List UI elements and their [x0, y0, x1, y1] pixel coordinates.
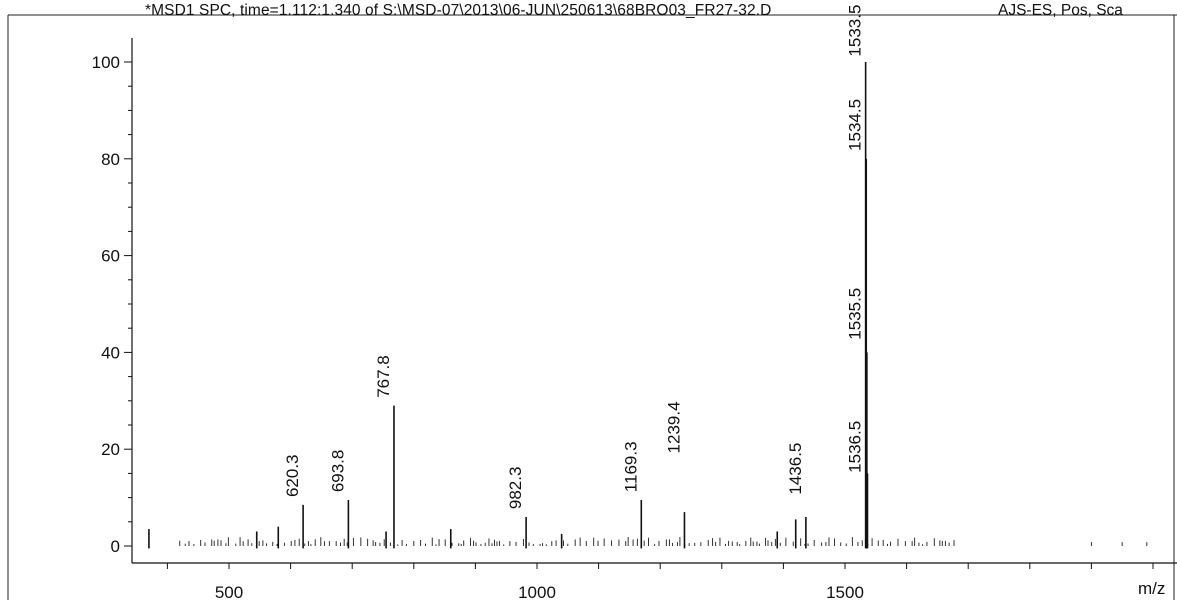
- peak-label: 1533.5: [846, 5, 865, 57]
- chart-title: *MSD1 SPC, time=1.112:1.340 of S:\MSD-07…: [145, 2, 772, 19]
- peak-label: 1436.5: [786, 443, 805, 495]
- peak-label: 1534.5: [846, 99, 865, 151]
- peak-label: 1169.3: [621, 441, 640, 492]
- x-tick-label: 1500: [826, 583, 864, 600]
- peak-label: 1536.5: [846, 421, 865, 473]
- x-tick-label: 500: [215, 583, 243, 600]
- peak-label: 1535.5: [846, 288, 865, 340]
- y-tick-label: 40: [101, 343, 120, 362]
- peak-label: 693.8: [328, 450, 347, 493]
- peak-label: 1239.4: [664, 401, 683, 453]
- peak-label: 620.3: [283, 454, 302, 497]
- x-tick-label: 1000: [518, 583, 556, 600]
- acquisition-mode: AJS-ES, Pos, Sca: [998, 2, 1123, 19]
- y-tick-label: 60: [101, 247, 120, 266]
- y-tick-label: 20: [101, 440, 120, 459]
- peak-label: 767.8: [374, 355, 393, 398]
- y-tick-label: 0: [111, 537, 120, 556]
- x-axis-label: m/z: [1138, 579, 1165, 598]
- y-tick-label: 80: [101, 150, 120, 169]
- peak-label: 982.3: [506, 467, 525, 510]
- y-tick-label: 100: [92, 53, 120, 72]
